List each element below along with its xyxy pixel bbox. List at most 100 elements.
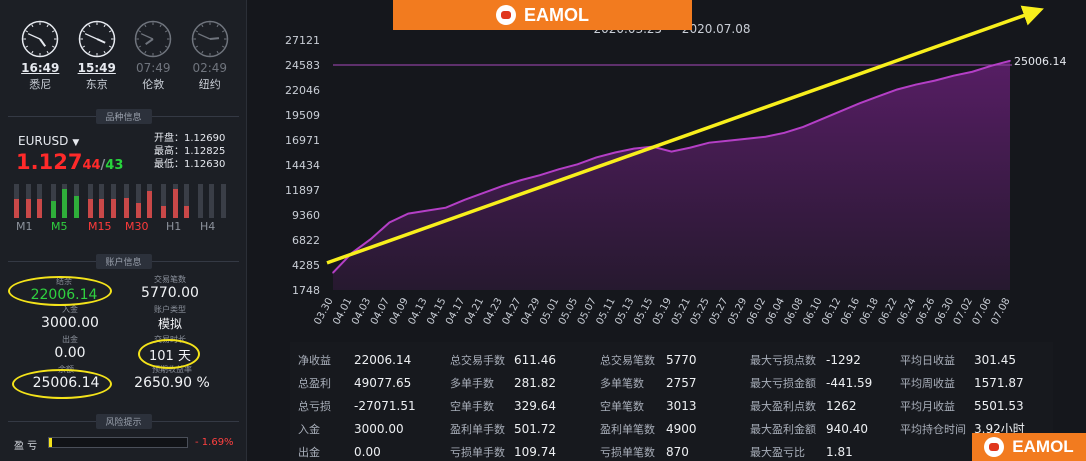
statistics-table: 净收益 22006.14 总盈利 49077.65 总亏损 -27071.51 入金 … bbox=[290, 342, 1053, 461]
data-point bbox=[1009, 60, 1011, 62]
data-point bbox=[952, 74, 955, 77]
data-point bbox=[576, 163, 579, 166]
timeframe-bar-group bbox=[197, 184, 226, 218]
data-point bbox=[520, 179, 522, 181]
timeframe-label[interactable]: M1 bbox=[16, 220, 33, 233]
strength-bar bbox=[135, 184, 141, 218]
timeframe-label[interactable]: M15 bbox=[88, 220, 112, 233]
timeframe-label[interactable]: H4 bbox=[200, 220, 216, 233]
clock-city: 伦敦 bbox=[142, 78, 165, 91]
symbol-selector[interactable]: EURUSD ▼ bbox=[18, 134, 79, 148]
stat-row: 平均持仓时间 3.92小时 bbox=[900, 418, 1048, 441]
timeframe-label[interactable]: M5 bbox=[51, 220, 68, 233]
stat-label: 总盈利 bbox=[298, 377, 331, 390]
stat-value: 3013 bbox=[666, 399, 697, 413]
y-tick-label: 9360 bbox=[292, 209, 320, 222]
stat-label: 空单手数 bbox=[450, 400, 494, 413]
x-tick-label: 07.08 bbox=[989, 296, 1012, 326]
trades-field: 交易笔数 5770.00 bbox=[120, 274, 220, 301]
stat-row: 总交易手数 611.46 bbox=[450, 349, 598, 372]
highlight-circle bbox=[8, 276, 112, 306]
timeframe-label[interactable]: H1 bbox=[166, 220, 182, 233]
clock-face-icon bbox=[22, 20, 59, 58]
stat-value: 4900 bbox=[666, 422, 697, 436]
data-point bbox=[426, 209, 428, 212]
stat-value: 281.82 bbox=[514, 376, 556, 390]
caret-down-icon: ▼ bbox=[72, 138, 80, 148]
data-point bbox=[933, 79, 936, 82]
clock-time: 16:49 bbox=[21, 61, 60, 75]
stat-label: 最大盈利点数 bbox=[750, 400, 816, 413]
account-type-label: 账户类型 bbox=[154, 305, 186, 314]
timeframe-strength-bars bbox=[14, 184, 226, 228]
deposit-value: 3000.00 bbox=[41, 315, 99, 331]
strength-bar bbox=[161, 184, 167, 218]
withdraw-label: 出金 bbox=[62, 335, 78, 344]
y-tick-label: 4285 bbox=[292, 259, 320, 272]
clock: 16:49 悉尼 bbox=[16, 20, 64, 92]
withdraw-value: 0.00 bbox=[54, 345, 86, 361]
data-point bbox=[482, 192, 485, 194]
stat-row: 亏损单笔数 870 bbox=[600, 441, 748, 461]
strength-bar bbox=[209, 184, 215, 218]
section-title: 账户信息 bbox=[95, 254, 152, 269]
strength-bar bbox=[124, 184, 130, 218]
stat-label: 平均日收益 bbox=[900, 354, 955, 367]
y-tick-label: 1748 bbox=[292, 284, 320, 297]
trend-arrow bbox=[326, 5, 1044, 265]
stat-value: 3000.00 bbox=[354, 422, 404, 436]
stat-row: 平均日收益 301.45 bbox=[900, 349, 1048, 372]
section-risk: 风险提示 bbox=[0, 414, 247, 429]
stat-row: 空单笔数 3013 bbox=[600, 395, 748, 418]
data-point bbox=[633, 147, 635, 150]
data-point bbox=[821, 118, 823, 120]
timeframe-bar-group bbox=[14, 184, 42, 218]
data-point bbox=[802, 126, 804, 128]
stat-row: 亏损单手数 109.74 bbox=[450, 441, 598, 461]
stat-value: 1262 bbox=[826, 399, 857, 413]
strength-bar bbox=[184, 184, 190, 218]
stat-value: -441.59 bbox=[826, 376, 873, 390]
section-title: 风险提示 bbox=[95, 414, 152, 429]
stat-value: 611.46 bbox=[514, 353, 556, 367]
stat-label: 平均周收益 bbox=[900, 377, 955, 390]
data-point bbox=[539, 174, 541, 176]
data-point bbox=[971, 70, 974, 73]
data-point bbox=[990, 65, 992, 67]
stat-row: 平均月收益 5501.53 bbox=[900, 395, 1048, 418]
data-point bbox=[614, 151, 616, 154]
highlight-circle bbox=[138, 339, 200, 369]
stat-value: 1.81 bbox=[826, 445, 853, 459]
price-quote: 1.12744/43 bbox=[16, 150, 123, 174]
price-main: 1.127 bbox=[16, 150, 83, 174]
pnl-label: 盈 亏 bbox=[14, 441, 38, 452]
stat-value: 3.92小时 bbox=[974, 422, 1025, 436]
account-type-value: 模拟 bbox=[157, 317, 182, 331]
stat-row: 净收益 22006.14 bbox=[298, 349, 446, 372]
clock-face-icon bbox=[78, 20, 115, 58]
section-account-info: 账户信息 bbox=[0, 254, 247, 269]
stat-row: 多单笔数 2757 bbox=[600, 372, 748, 395]
clock-face-icon bbox=[191, 20, 228, 58]
data-point bbox=[858, 102, 861, 105]
price-ask-pips: 43 bbox=[105, 158, 124, 173]
stat-label: 亏损单笔数 bbox=[600, 446, 655, 459]
clock-face-icon bbox=[135, 20, 172, 58]
clock-time: 15:49 bbox=[77, 61, 116, 75]
return-rate-value: 2650.90 % bbox=[134, 375, 210, 391]
pnl-bar-fill bbox=[49, 438, 52, 447]
stat-row: 平均周收益 1571.87 bbox=[900, 372, 1048, 395]
open-price: 开盘：1.12690 bbox=[154, 133, 226, 144]
data-point bbox=[463, 199, 466, 201]
y-tick-label: 24583 bbox=[285, 59, 320, 72]
brand-name: EAMOL bbox=[524, 4, 589, 25]
stat-value: 301.45 bbox=[974, 353, 1016, 367]
deposit-label: 入金 bbox=[62, 305, 78, 314]
timeframe-label[interactable]: M30 bbox=[125, 220, 149, 233]
stat-label: 盈利单手数 bbox=[450, 423, 505, 436]
pnl-value: - 1.69% bbox=[195, 437, 234, 448]
y-tick-label: 6822 bbox=[292, 234, 320, 247]
data-point bbox=[689, 146, 692, 149]
deposit-field: 入金 3000.00 bbox=[20, 304, 120, 331]
symbol-name: EURUSD bbox=[18, 134, 69, 148]
